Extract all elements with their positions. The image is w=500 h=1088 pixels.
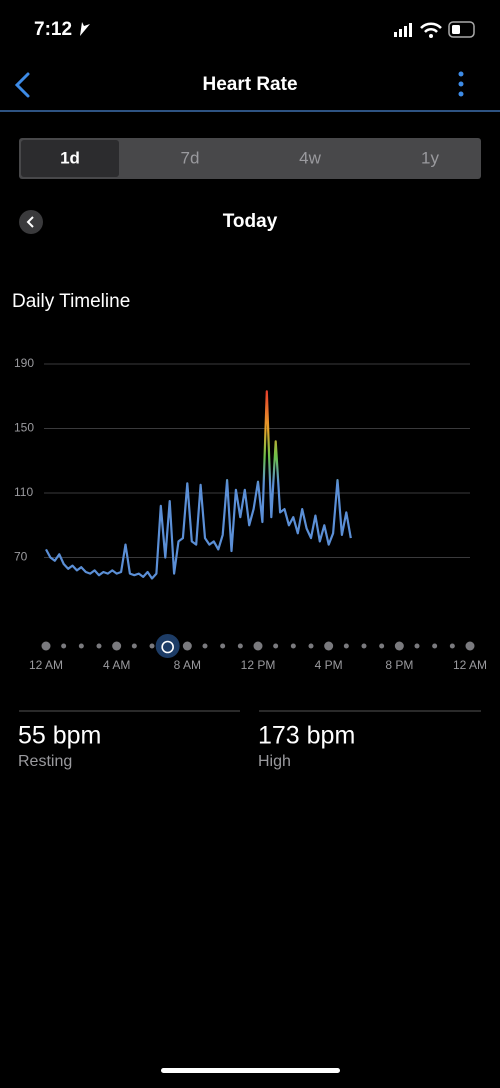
wifi-icon [420,22,442,33]
tab[interactable]: 1d [60,148,80,167]
menu-button[interactable] [458,71,464,97]
timeline-dot [182,641,192,651]
x-tick-label: 12 PM [241,658,276,672]
timeline-dot [465,641,475,651]
stat-value: 173 bpm [258,722,355,750]
x-tick-label: 12 AM [29,658,63,672]
header-title: Heart Rate [202,74,297,95]
wifi-dot [429,34,433,38]
y-tick-label: 150 [14,421,34,435]
battery-icon [448,21,475,38]
sleep-marker [155,634,180,658]
timeline-dot [324,641,334,651]
timeline-dot [432,643,438,649]
timeline-dot [220,643,226,649]
date-label: Today [223,211,278,232]
stat-label: Resting [18,753,72,770]
x-tick-label: 12 AM [453,658,487,672]
timeline-dot [308,643,314,649]
y-tick-label: 70 [14,550,28,564]
timeline-dot [449,643,455,649]
x-tick-label: 8 AM [174,658,201,672]
prev-day-arrow [26,216,34,228]
timeline-dot [131,643,137,649]
timeline-dot [414,643,420,649]
timeline-dot [273,643,279,649]
tab[interactable]: 4w [299,148,321,167]
tab-selected [21,140,119,177]
section-title: Daily Timeline [12,291,130,312]
y-tick-label: 110 [14,485,33,499]
x-tick-label: 4 PM [315,658,343,672]
timeline-dot [112,641,122,651]
timeline-dot [379,643,385,649]
timeline-dot [202,643,208,649]
timeline-dot [78,643,84,649]
status-time: 7:12 [34,19,72,40]
timeline-dot [361,643,367,649]
back-button[interactable] [14,72,30,98]
tab-bar [19,138,481,179]
battery-level [452,25,460,34]
tab[interactable]: 1y [421,148,439,167]
x-tick-label: 8 PM [385,658,413,672]
timeline-dot [290,643,296,649]
timeline-dot [149,643,155,649]
stat-value: 55 bpm [18,722,101,750]
timeline-dot [237,643,243,649]
timeline-dot [394,641,404,651]
home-indicator [161,1068,340,1073]
timeline-dot [41,641,51,651]
chart: 190 150 110 70 12 AM 4 AM 8 AM 12 PM 4 PM 8 PM 12 … [14,356,487,672]
signal-icon [394,23,412,37]
tab[interactable]: 7d [181,148,200,167]
timeline-dot [61,643,67,649]
alarm-icon [161,640,174,654]
timeline-dot [343,643,349,649]
timeline-dot [253,641,263,651]
timeline-dot [96,643,102,649]
stat-label: High [258,753,291,770]
y-tick-label: 190 [14,356,34,370]
prev-day-button[interactable] [19,210,43,234]
x-tick-label: 4 AM [103,658,130,672]
heart-rate-line [45,390,352,580]
location-icon [80,22,90,36]
